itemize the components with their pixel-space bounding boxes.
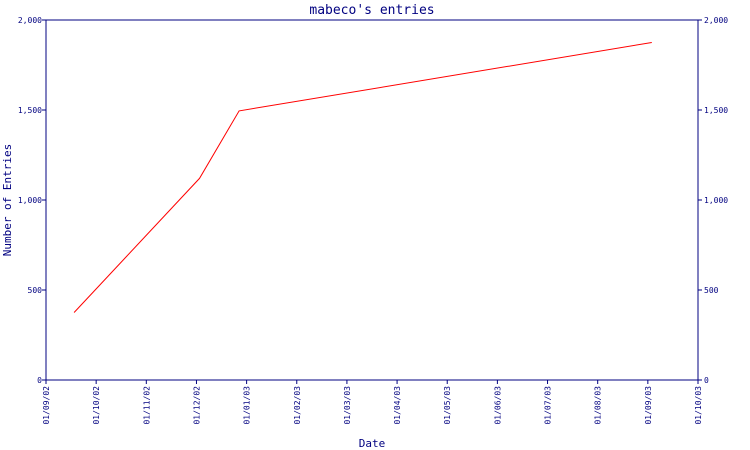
y-axis-label: Number of Entries (1, 144, 14, 257)
y-tick-label-left: 1,500 (18, 106, 42, 115)
chart-title: mabeco's entries (309, 3, 434, 18)
y-tick-label-right: 2,000 (704, 16, 728, 25)
series-line (73, 42, 652, 313)
x-tick-label: 01/07/03 (544, 386, 553, 425)
y-tick-label-left: 1,000 (18, 196, 42, 205)
x-tick-label: 01/02/03 (293, 386, 302, 425)
x-tick-label: 01/01/03 (243, 386, 252, 425)
y-tick-label-left: 2,000 (18, 16, 42, 25)
x-tick-label: 01/09/03 (644, 386, 653, 425)
y-tick-label-right: 500 (704, 286, 719, 295)
x-tick-label: 01/06/03 (493, 386, 502, 425)
x-tick-label: 01/12/02 (192, 386, 201, 425)
x-tick-label: 01/08/03 (594, 386, 603, 425)
y-axis-right: 0 500 1,000 1,500 2,000 (698, 16, 728, 385)
x-tick-label: 01/11/02 (142, 386, 151, 425)
plot-area (45, 19, 699, 381)
x-tick-label: 01/04/03 (393, 386, 402, 425)
y-tick-label-left: 500 (28, 286, 43, 295)
series-group (73, 42, 652, 313)
y-tick-label-right: 1,000 (704, 196, 728, 205)
x-tick-label: 01/05/03 (443, 386, 452, 425)
x-tick-label: 01/03/03 (343, 386, 352, 425)
y-tick-label-left: 0 (37, 376, 42, 385)
y-tick-label-right: 0 (704, 376, 709, 385)
x-tick-label: 01/10/03 (694, 386, 703, 425)
y-tick-label-right: 1,500 (704, 106, 728, 115)
x-axis-label: Date (359, 437, 386, 450)
x-tick-label: 01/09/02 (42, 386, 51, 425)
x-axis: 01/09/02 01/10/02 01/11/02 01/12/02 01/01/03… (42, 380, 703, 425)
y-axis-left: 0 500 1,000 1,500 2,000 (18, 16, 46, 385)
x-tick-label: 01/10/02 (92, 386, 101, 425)
